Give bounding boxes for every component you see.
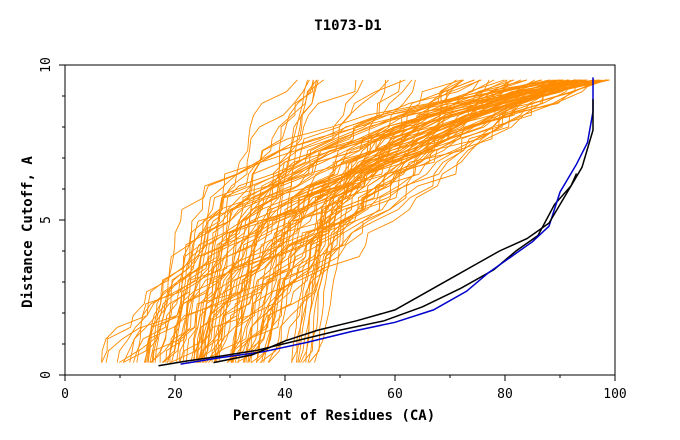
model-curve-61 xyxy=(236,79,508,363)
y-tick-label: 0 xyxy=(39,371,54,379)
model-curve-98 xyxy=(195,79,609,363)
model-curve-97 xyxy=(314,79,586,363)
model-curve-47 xyxy=(261,79,595,363)
model-curve-71 xyxy=(213,79,550,363)
model-curve-75 xyxy=(296,79,575,363)
model-curve-85 xyxy=(231,79,580,363)
series-line-2 xyxy=(213,99,594,364)
x-tick-label: 0 xyxy=(61,387,69,402)
x-tick-label: 20 xyxy=(167,387,183,402)
model-curve-99 xyxy=(238,79,561,363)
model-curve-77 xyxy=(302,79,583,363)
model-curve-45 xyxy=(136,79,481,363)
model-curve-41 xyxy=(259,79,600,363)
y-axis-title: Distance Cutoff, A xyxy=(20,156,36,308)
x-tick-label: 80 xyxy=(497,387,513,402)
model-curve-24 xyxy=(129,79,413,363)
model-curve-81 xyxy=(161,79,569,363)
chart-title: T1073-D1 xyxy=(314,18,381,34)
model-curve-69 xyxy=(196,79,599,363)
model-curve-31 xyxy=(242,79,401,363)
model-curve-87 xyxy=(179,79,582,363)
model-curve-15 xyxy=(182,79,588,363)
axes: 0 20 40 60 80 100 0 5 10 xyxy=(39,57,627,402)
model-curve-62 xyxy=(245,79,594,363)
model-curve-9 xyxy=(251,79,319,363)
series-line-0 xyxy=(158,173,578,367)
x-tick-label: 100 xyxy=(603,387,626,402)
model-curves xyxy=(101,79,610,364)
model-curve-57 xyxy=(195,79,575,363)
model-curve-95 xyxy=(300,79,576,363)
y-tick-label: 10 xyxy=(39,57,54,73)
model-curve-32 xyxy=(231,79,511,363)
model-curve-36 xyxy=(243,79,561,363)
model-curve-50 xyxy=(147,79,528,363)
x-axis-title: Percent of Residues (CA) xyxy=(233,408,435,424)
series-line-1 xyxy=(180,77,594,365)
model-curve-96 xyxy=(190,79,581,363)
model-curve-79 xyxy=(231,79,576,363)
model-curve-93 xyxy=(307,79,610,363)
model-curve-74 xyxy=(256,79,581,363)
model-curve-76 xyxy=(179,79,560,363)
model-curve-51 xyxy=(143,79,536,363)
x-tick-label: 40 xyxy=(277,387,293,402)
model-curve-83 xyxy=(308,79,584,363)
model-curve-89 xyxy=(198,79,577,363)
highlighted-curves xyxy=(158,77,594,367)
y-tick-label: 5 xyxy=(39,216,54,224)
model-curve-23 xyxy=(101,79,324,363)
model-curve-27 xyxy=(151,79,314,363)
model-curve-91 xyxy=(154,79,608,363)
x-tick-label: 60 xyxy=(387,387,403,402)
model-curve-84 xyxy=(215,79,610,363)
model-curve-72 xyxy=(167,79,577,363)
